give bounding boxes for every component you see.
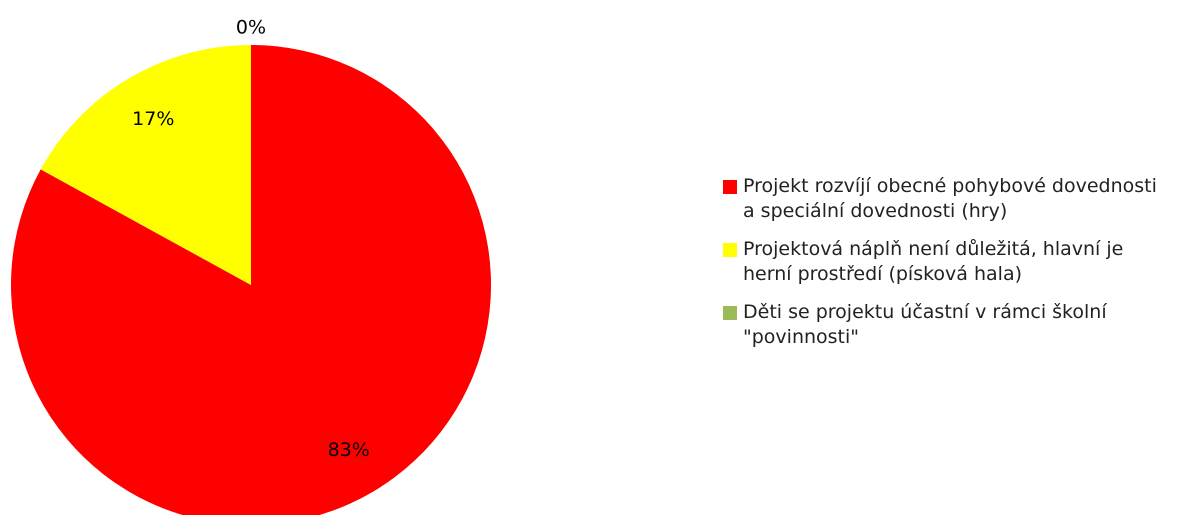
legend-label: Děti se projektu účastní v rámci školní … [743,301,1107,348]
data-label: 0% [236,17,266,39]
legend-item: Projekt rozvíjí obecné pohybové dovednos… [723,174,1173,224]
pie-slice [11,45,491,515]
legend-swatch [723,243,737,257]
legend-label: Projekt rozvíjí obecné pohybové dovednos… [743,175,1157,222]
legend-swatch [723,180,737,194]
pie-slice [40,45,251,285]
legend-item: Děti se projektu účastní v rámci školní … [723,300,1173,350]
data-label: 17% [132,108,174,130]
legend-label: Projektová náplň není důležitá, hlavní j… [743,238,1124,285]
data-label: 83% [328,439,370,461]
legend-item: Projektová náplň není důležitá, hlavní j… [723,237,1173,287]
legend: Projekt rozvíjí obecné pohybové dovednos… [723,174,1173,363]
legend-swatch [723,306,737,320]
